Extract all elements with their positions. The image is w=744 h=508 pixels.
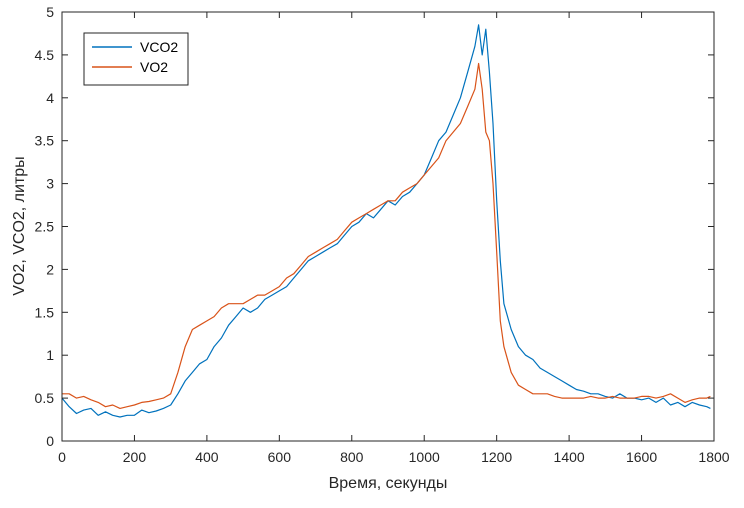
y-tick-label: 3.5 bbox=[35, 133, 55, 149]
x-tick-label: 600 bbox=[268, 449, 292, 465]
x-tick-label: 1000 bbox=[409, 449, 440, 465]
tick-layer: 0 200 400 600 800 1000 1200 1400 1600 1800 0 0.5 1 1.… bbox=[35, 4, 730, 465]
x-axis-label: Время, секунды bbox=[329, 475, 448, 492]
x-tick-label: 1400 bbox=[554, 449, 585, 465]
y-tick-label: 2 bbox=[46, 261, 54, 277]
legend-label-vco2: VCO2 bbox=[140, 39, 178, 55]
series-line-vco2 bbox=[61, 24, 711, 418]
y-tick-label: 3 bbox=[46, 176, 54, 192]
y-tick-label: 1 bbox=[46, 347, 54, 363]
y-tick-label: 5 bbox=[46, 4, 54, 20]
legend: VCO2 VO2 bbox=[83, 32, 189, 86]
y-tick-label: 2.5 bbox=[35, 219, 55, 235]
x-tick-label: 1800 bbox=[698, 449, 729, 465]
legend-box bbox=[83, 32, 189, 86]
y-tick-label: 4 bbox=[46, 90, 54, 106]
y-tick-label: 0.5 bbox=[35, 390, 55, 406]
y-tick-label: 4.5 bbox=[35, 47, 55, 63]
x-tick-label: 1200 bbox=[481, 449, 512, 465]
x-tick-label: 800 bbox=[340, 449, 364, 465]
series-line-vo2 bbox=[62, 62, 711, 409]
legend-label-vo2: VO2 bbox=[140, 59, 168, 75]
y-axis-label: VO2, VCO2, литры bbox=[11, 156, 28, 295]
x-tick-label: 0 bbox=[58, 449, 66, 465]
series-layer bbox=[61, 24, 711, 418]
y-tick-label: 0 bbox=[46, 433, 54, 449]
x-tick-label: 200 bbox=[123, 449, 147, 465]
x-tick-label: 1600 bbox=[626, 449, 657, 465]
x-tick-label: 400 bbox=[195, 449, 219, 465]
y-tick-label: 1.5 bbox=[35, 304, 55, 320]
